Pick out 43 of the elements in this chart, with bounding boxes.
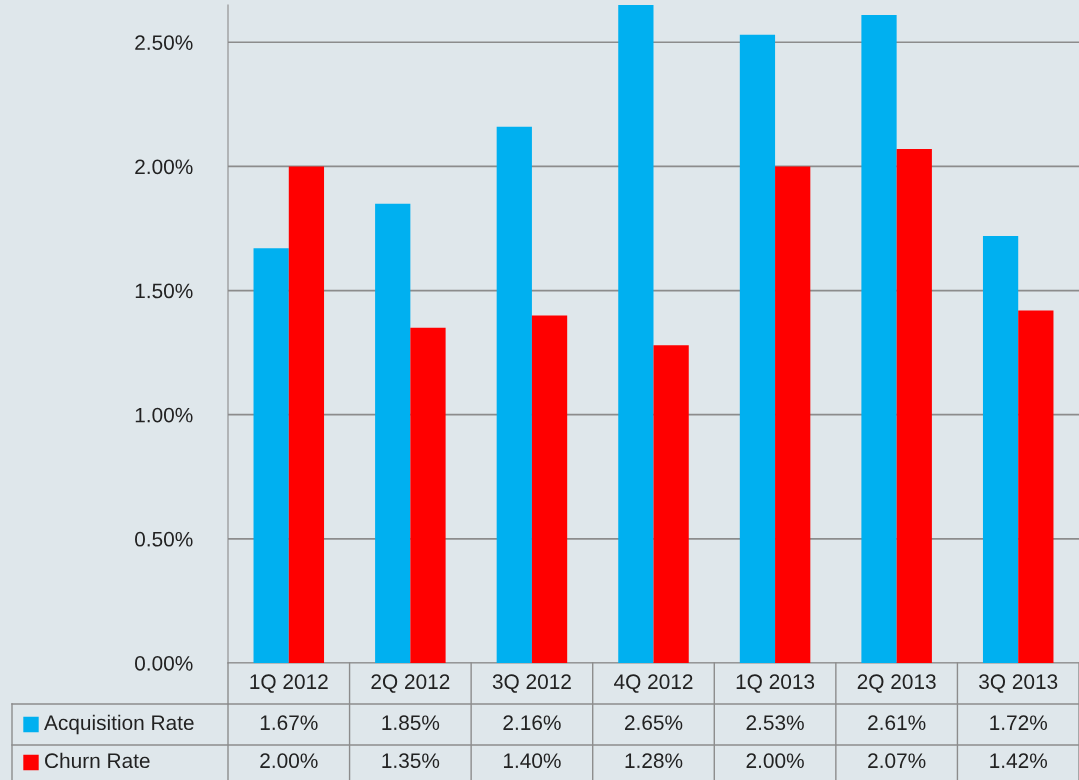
- data-label: 2.07%: [868, 753, 926, 769]
- bar: [1018, 310, 1054, 663]
- data-label: 1.40%: [503, 753, 561, 769]
- y-tick-label: 1.50%: [135, 283, 193, 299]
- bar: [288, 166, 325, 663]
- data-label: 2.16%: [503, 715, 561, 731]
- data-label: 1.72%: [990, 715, 1048, 731]
- bar: [410, 327, 446, 663]
- bar: [739, 34, 776, 663]
- data-label: 2.00%: [746, 753, 804, 769]
- x-tick-label: 2Q 2012: [371, 674, 450, 693]
- y-tick-label: 2.00%: [135, 159, 193, 175]
- data-label: 1.67%: [260, 715, 318, 731]
- data-label: 1.28%: [625, 753, 683, 769]
- data-label: 1.35%: [382, 753, 440, 769]
- bar: [253, 248, 289, 663]
- y-tick-label: 2.50%: [135, 35, 193, 50]
- legend-label: Churn Rate: [45, 752, 150, 769]
- x-tick-label: 1Q 2012: [250, 674, 328, 693]
- data-label: 2.53%: [746, 715, 804, 731]
- bar: [653, 345, 689, 663]
- bar: [375, 203, 411, 663]
- bar: [861, 14, 897, 663]
- bar: [982, 235, 1019, 663]
- bar: [496, 126, 532, 663]
- y-tick-label: 0.50%: [135, 531, 193, 547]
- bar: [775, 166, 811, 663]
- data-label: 1.85%: [382, 715, 440, 731]
- data-label: 2.00%: [260, 753, 318, 769]
- x-tick-label: 3Q 2013: [979, 674, 1058, 693]
- bar: [618, 5, 654, 663]
- y-tick-label: 1.00%: [135, 407, 193, 423]
- bar: [531, 315, 568, 663]
- x-tick-label: 2Q 2013: [857, 674, 936, 693]
- legend-label: Acquisition Rate: [44, 714, 194, 735]
- bar: [896, 149, 932, 663]
- data-label: 1.42%: [990, 753, 1048, 769]
- y-tick-label: 0.00%: [135, 656, 193, 671]
- data-label: 2.61%: [868, 715, 926, 731]
- x-tick-label: 4Q 2012: [614, 674, 693, 693]
- data-label: 2.65%: [625, 715, 683, 731]
- x-tick-label: 1Q 2013: [736, 674, 815, 693]
- x-tick-label: 3Q 2012: [492, 674, 571, 693]
